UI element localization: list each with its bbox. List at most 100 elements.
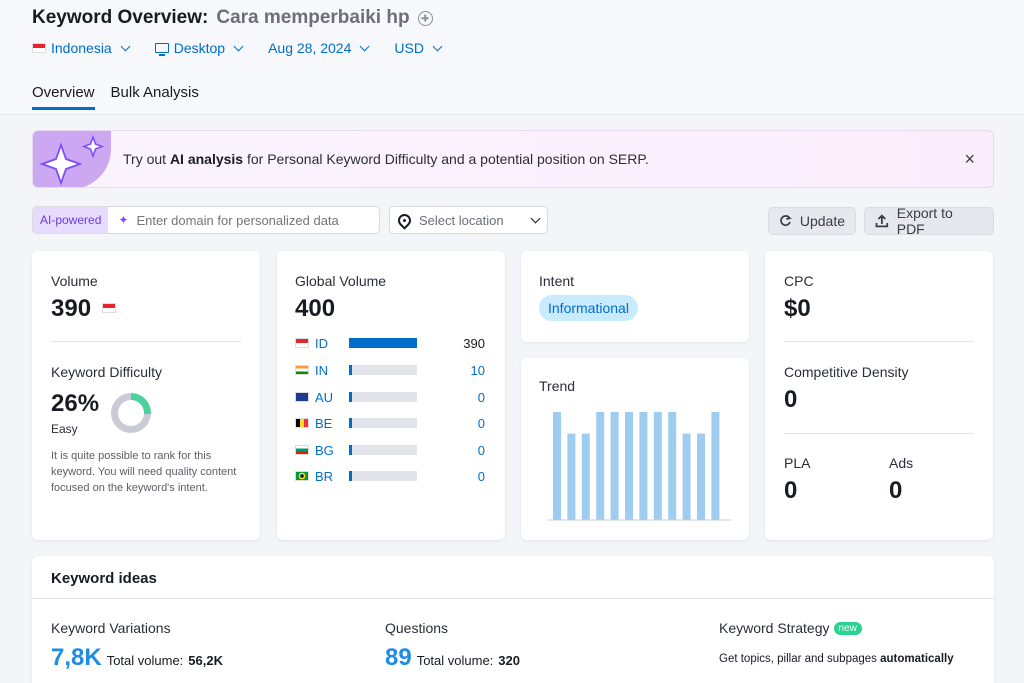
cpc-card: CPC $0 Competitive Density 0 PLA 0 Ads 0 <box>765 251 993 540</box>
intent-badge[interactable]: Informational <box>539 295 638 321</box>
currency-label: USD <box>394 40 424 56</box>
trend-bar[interactable] <box>596 412 605 520</box>
add-keyword-icon[interactable] <box>417 10 433 26</box>
intent-label: Intent <box>539 273 575 289</box>
india-flag-icon <box>295 365 309 375</box>
sparkle-icon: ✦ <box>118 213 129 227</box>
upload-icon <box>875 214 889 228</box>
competitive-density-value: 0 <box>784 386 798 413</box>
country-row[interactable]: BG 0 <box>295 442 485 458</box>
domain-input[interactable] <box>136 212 367 228</box>
divider <box>784 341 974 342</box>
competitive-density-label: Competitive Density <box>784 364 909 380</box>
trend-bar[interactable] <box>567 433 576 520</box>
tab-overview[interactable]: Overview <box>32 84 95 110</box>
tab-bar: Overview Bulk Analysis <box>32 84 199 110</box>
chevron-down-icon <box>120 41 131 51</box>
indonesia-flag-icon <box>295 338 309 348</box>
filter-bar: Indonesia Desktop Aug 28, 2024 USD <box>32 40 443 56</box>
currency-dropdown[interactable]: USD <box>394 40 443 56</box>
ai-powered-badge: AI-powered <box>33 207 109 233</box>
trend-bar[interactable] <box>553 412 561 520</box>
cpc-value: $0 <box>784 295 811 322</box>
country-row[interactable]: BE 0 <box>295 415 485 431</box>
keyword-ideas-card: Keyword ideas Keyword Variations 7,8K To… <box>32 556 994 683</box>
brazil-flag-icon <box>295 471 309 481</box>
export-label: Export to PDF <box>896 205 953 237</box>
keyword-strategy-label: Keyword Strategy new <box>719 620 862 636</box>
volume-bar-fill <box>349 418 352 428</box>
trend-bar[interactable] <box>625 412 633 520</box>
trend-bar[interactable] <box>668 412 677 520</box>
country-label: Indonesia <box>51 40 112 56</box>
trend-bar[interactable] <box>682 433 691 520</box>
keyword-strategy-desc: Get topics, pillar and subpages automati… <box>719 653 954 665</box>
close-icon[interactable]: × <box>964 149 975 169</box>
trend-bar[interactable] <box>697 433 705 520</box>
date-label: Aug 28, 2024 <box>268 40 352 56</box>
trend-bar[interactable] <box>610 412 619 520</box>
trend-card: Trend <box>521 358 749 540</box>
device-dropdown[interactable]: Desktop <box>154 40 244 56</box>
global-volume-label: Global Volume <box>295 273 387 289</box>
country-row[interactable]: AU 0 <box>295 389 485 405</box>
country-volume: 0 <box>477 468 485 484</box>
keyword-difficulty-label: Keyword Difficulty <box>51 364 163 380</box>
volume-value: 390 <box>51 295 92 322</box>
global-volume-value: 400 <box>295 295 336 322</box>
tab-bulk-analysis[interactable]: Bulk Analysis <box>110 84 199 101</box>
ai-analysis-banner: Try out AI analysis for Personal Keyword… <box>32 130 994 188</box>
questions-count[interactable]: 89 <box>385 644 412 671</box>
country-code: BR <box>315 468 334 484</box>
volume-bar-fill <box>349 365 353 375</box>
chevron-down-icon <box>432 41 443 51</box>
trend-bar[interactable] <box>711 412 720 520</box>
divider <box>784 433 974 434</box>
trend-bar[interactable] <box>581 433 590 520</box>
difficulty-ring <box>111 393 151 433</box>
location-select[interactable]: Select location <box>389 206 548 234</box>
volume-bar-fill <box>349 471 352 481</box>
intent-card: Intent Informational <box>521 251 749 342</box>
keyword-variations-count[interactable]: 7,8K <box>51 644 102 671</box>
country-row[interactable]: ID 390 <box>295 335 485 351</box>
country-dropdown[interactable]: Indonesia <box>32 40 131 56</box>
questions-label: Questions <box>385 620 449 636</box>
volume-bar-fill <box>349 445 352 455</box>
volume-card: Volume 390 Keyword Difficulty 26% Easy I… <box>32 251 260 540</box>
keyword-text: Cara memperbaiki hp <box>216 7 410 28</box>
volume-label: Volume <box>51 273 98 289</box>
divider <box>51 341 241 342</box>
desktop-icon <box>154 43 169 56</box>
keyword-difficulty-value: 26% <box>51 390 100 417</box>
ai-analysis-link[interactable]: AI analysis <box>169 151 244 167</box>
chevron-down-icon <box>359 41 370 51</box>
chevron-down-icon <box>233 41 244 51</box>
title-prefix: Keyword Overview: <box>32 7 209 28</box>
volume-bar <box>349 471 417 481</box>
country-row[interactable]: BR 0 <box>295 468 485 484</box>
country-code: BG <box>315 442 334 458</box>
sparkle-icon <box>39 134 105 186</box>
volume-bar-fill <box>349 392 352 402</box>
australia-flag-icon <box>295 392 309 402</box>
page-title: Keyword Overview: Cara memperbaiki hp <box>32 7 433 29</box>
update-button[interactable]: Update <box>768 207 856 235</box>
volume-bar <box>349 338 417 348</box>
country-code: AU <box>315 389 334 405</box>
keyword-variations-stats: 7,8K Total volume: 56,2K <box>51 644 223 671</box>
export-pdf-button[interactable]: Export to PDF <box>864 205 994 237</box>
keyword-variations-label: Keyword Variations <box>51 620 171 636</box>
volume-bar <box>349 365 417 375</box>
country-code: ID <box>315 335 328 351</box>
bulgaria-flag-icon <box>295 445 309 455</box>
date-dropdown[interactable]: Aug 28, 2024 <box>268 40 370 56</box>
questions-stats: 89 Total volume: 320 <box>385 644 520 671</box>
ads-label: Ads <box>889 455 914 471</box>
cpc-label: CPC <box>784 273 814 289</box>
trend-bar[interactable] <box>653 412 662 520</box>
country-code: IN <box>315 362 328 378</box>
trend-bar[interactable] <box>639 412 648 520</box>
country-row[interactable]: IN 10 <box>295 362 485 378</box>
indonesia-flag-icon <box>102 303 116 313</box>
